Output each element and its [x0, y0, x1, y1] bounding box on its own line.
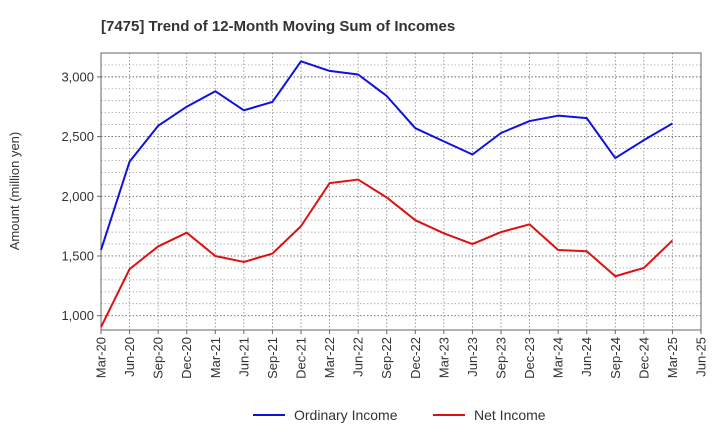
y-tick-label: 3,000 — [61, 69, 94, 84]
x-tick-label: Dec-21 — [294, 337, 309, 379]
series-lines — [100, 60, 674, 328]
y-axis-ticks: 1,000 1,500 2,000 2,500 3,000 — [61, 69, 101, 323]
x-tick-label: Jun-21 — [236, 337, 251, 377]
x-tick-label: Sep-22 — [379, 337, 394, 379]
y-axis-label: Amount (million yen) — [7, 132, 22, 251]
chart-title: [7475] Trend of 12-Month Moving Sum of I… — [101, 18, 455, 35]
x-tick-label: Jun-20 — [122, 337, 137, 377]
chart-legend: Ordinary Income Net Income — [253, 407, 546, 423]
y-tick-label: 1,500 — [61, 248, 94, 263]
plot-area — [100, 52, 702, 331]
x-tick-label: Dec-22 — [408, 337, 423, 379]
net-income-line — [100, 178, 674, 328]
x-tick-label: Sep-24 — [608, 337, 623, 379]
x-tick-label: Jun-23 — [465, 337, 480, 377]
x-tick-label: Mar-21 — [208, 337, 223, 378]
x-tick-label: Mar-24 — [551, 337, 566, 378]
x-tick-label: Mar-25 — [665, 337, 680, 378]
x-tick-label: Dec-20 — [179, 337, 194, 379]
x-tick-label: Sep-20 — [151, 337, 166, 379]
x-tick-label: Mar-22 — [322, 337, 337, 378]
x-tick-label: Jun-22 — [351, 337, 366, 377]
legend-ordinary-income-label: Ordinary Income — [294, 407, 398, 423]
x-tick-label: Dec-23 — [522, 337, 537, 379]
x-tick-label: Mar-20 — [94, 337, 109, 378]
x-tick-label: Dec-24 — [636, 337, 651, 379]
y-tick-label: 1,000 — [61, 308, 94, 323]
x-tick-label: Jun-25 — [694, 337, 709, 377]
x-tick-label: Sep-21 — [265, 337, 280, 379]
ordinary-income-line — [100, 60, 673, 251]
grid-lines — [101, 53, 701, 330]
x-axis-ticks: Mar-20 Jun-20 Sep-20 Dec-20 Mar-21 Jun-21 Sep-… — [94, 330, 709, 379]
y-tick-label: 2,500 — [61, 129, 94, 144]
x-tick-label: Jun-24 — [579, 337, 594, 377]
x-tick-label: Sep-23 — [494, 337, 509, 379]
y-tick-label: 2,000 — [61, 189, 94, 204]
legend-net-income-label: Net Income — [474, 407, 546, 423]
x-tick-label: Mar-23 — [436, 337, 451, 378]
